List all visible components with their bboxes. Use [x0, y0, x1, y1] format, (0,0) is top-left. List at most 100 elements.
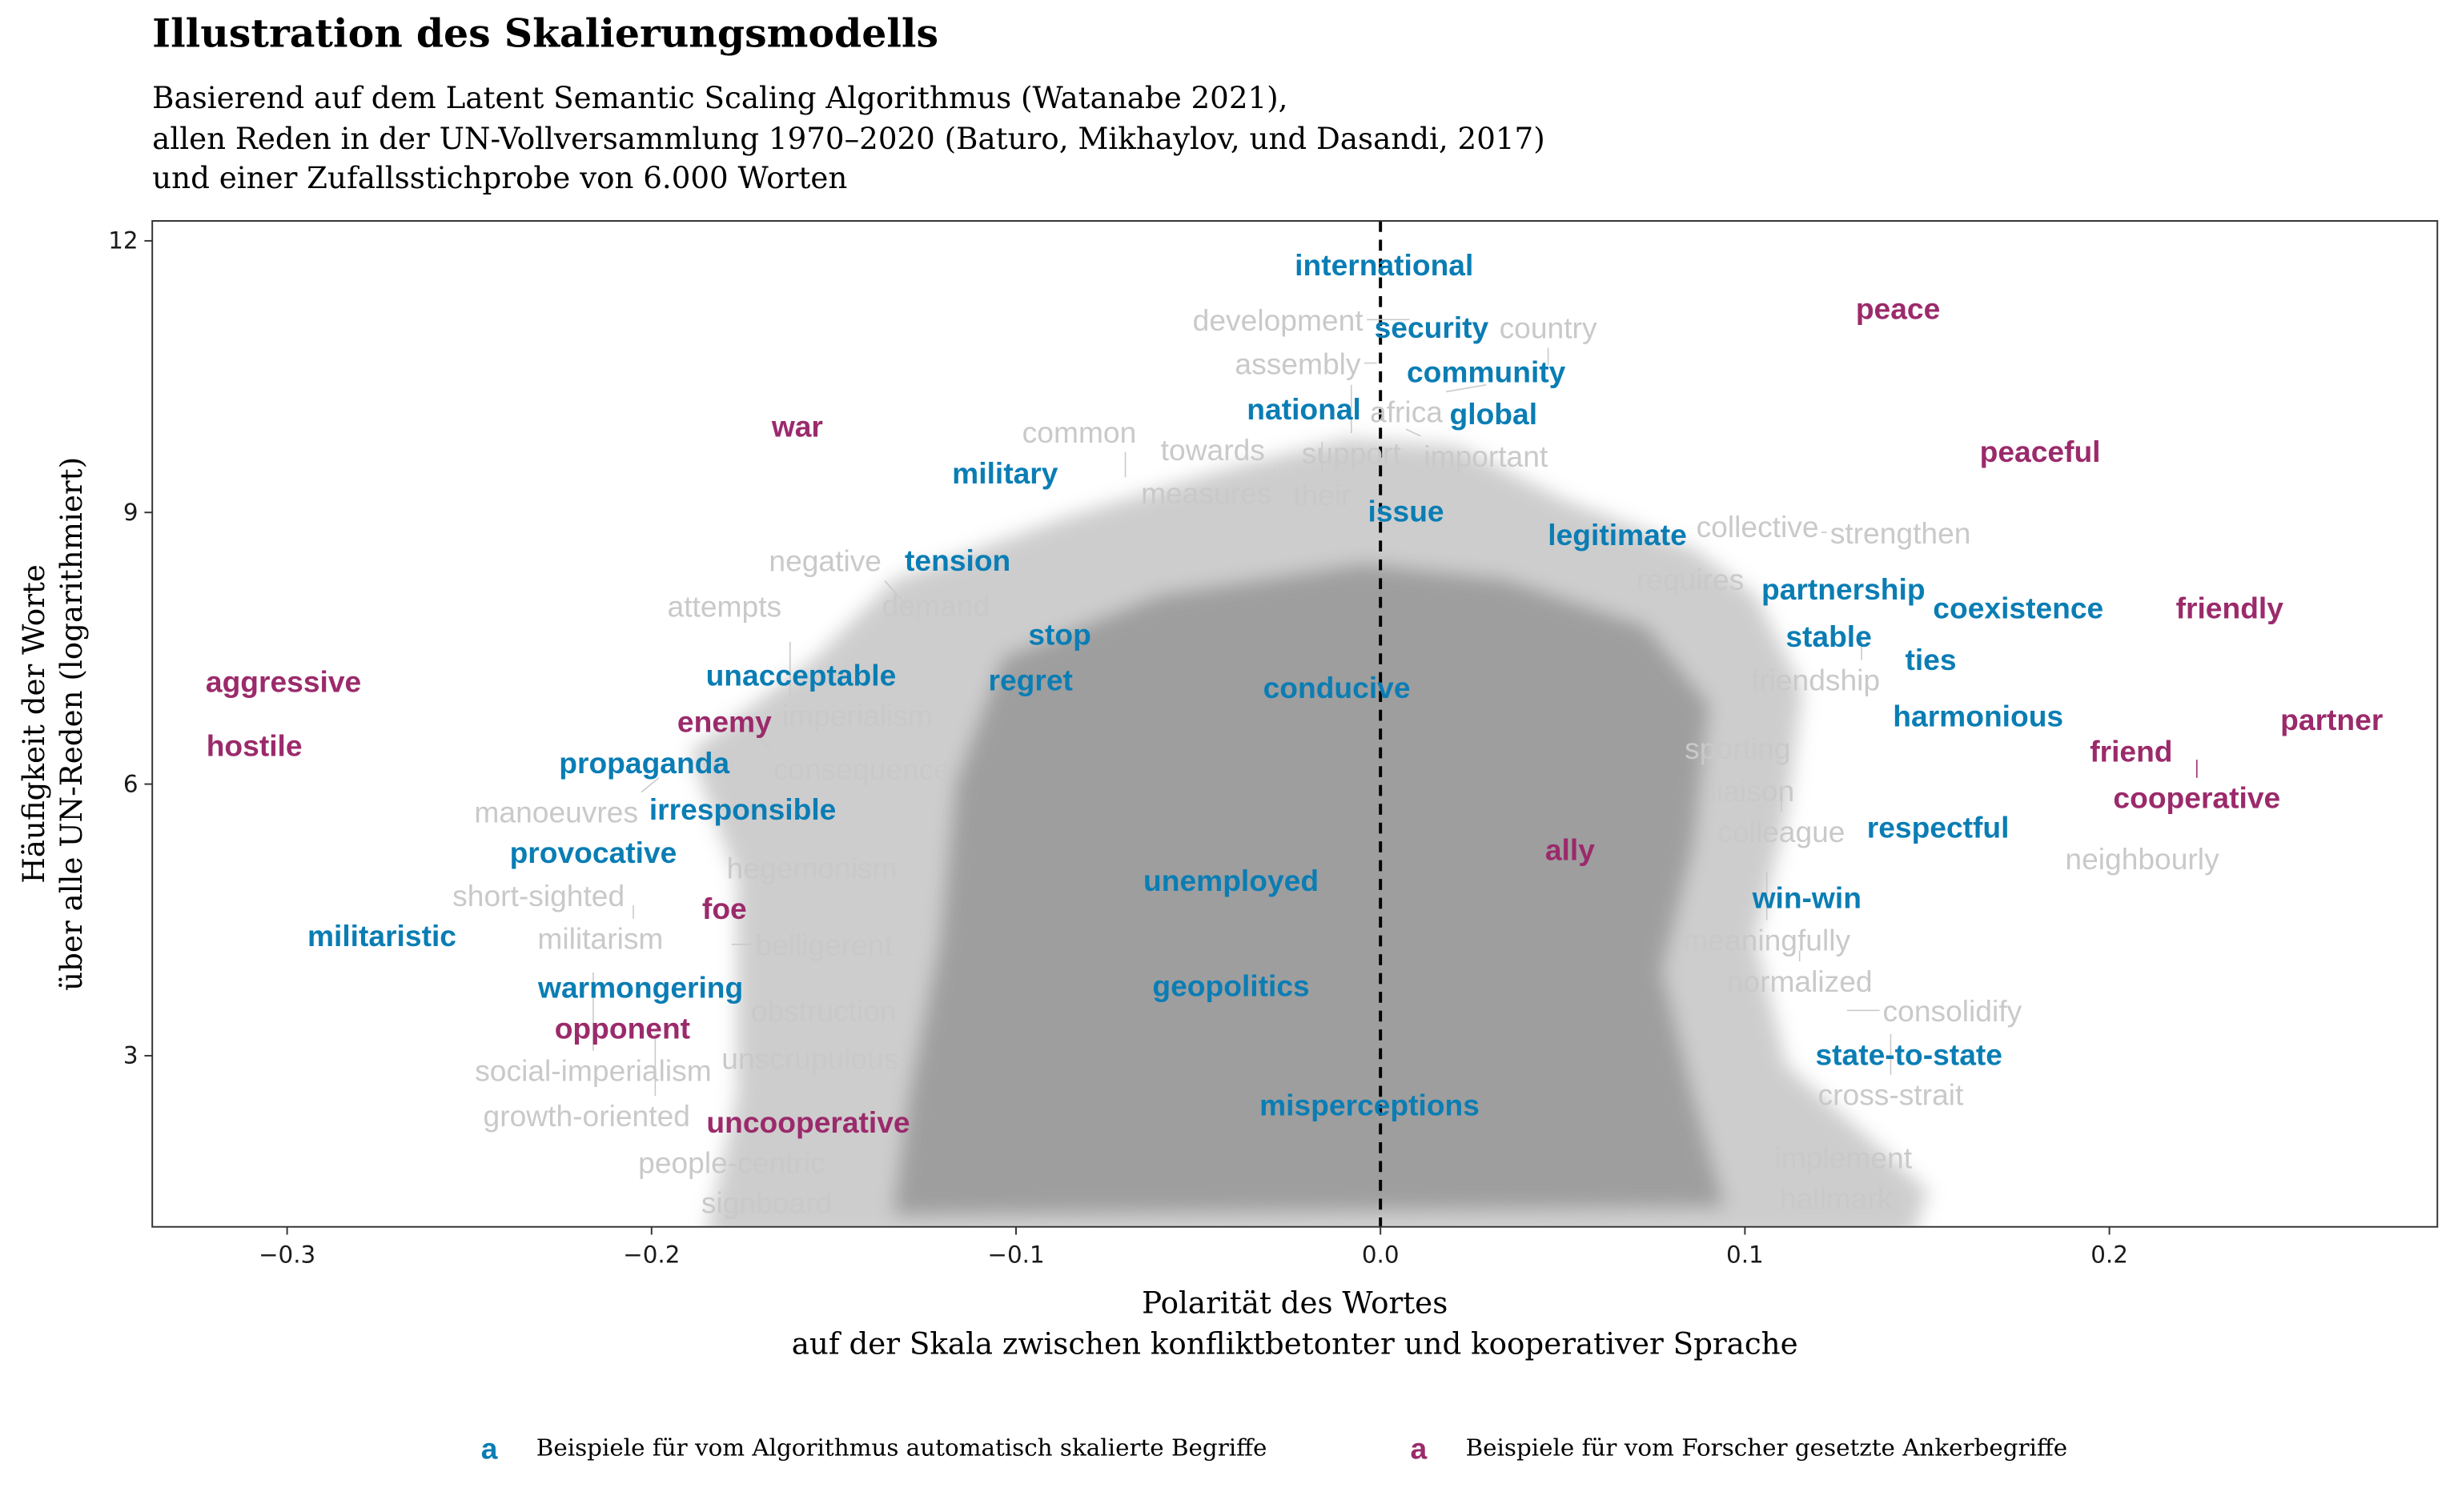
y-axis: 3 6 9 12: [108, 227, 153, 1069]
word-label-other: country: [1500, 311, 1597, 345]
word-label-other: short-sighted: [452, 879, 625, 912]
y-tick-label: 12: [108, 227, 138, 255]
word-label-other: assembly: [1235, 347, 1360, 380]
word-label-anchor: friend: [2090, 734, 2172, 768]
label-leader-line: [1405, 428, 1421, 437]
word-label-auto: coexistence: [1933, 592, 2103, 625]
anchor-words-layer: peace war peaceful friendly aggressive partne…: [206, 291, 2383, 1139]
word-label-auto: stable: [1785, 620, 1871, 653]
word-label-other: strengthen: [1830, 516, 1971, 550]
word-label-auto: geopolitics: [1152, 969, 1309, 1002]
word-label-auto: state-to-state: [1815, 1037, 2002, 1071]
plot-panel: developmentassemblycountrysupportafricai…: [206, 221, 2383, 1227]
chart-title: Illustration des Skalierungsmodells: [152, 10, 938, 57]
x-axis-label-line-1: Polarität des Wortes: [1142, 1285, 1448, 1320]
x-tick-label: −0.1: [987, 1241, 1044, 1269]
label-leader-line: [742, 720, 771, 750]
legend-label-anchor: Beispiele für vom Forscher gesetzte Anke…: [1466, 1434, 2068, 1462]
label-leader-line: [884, 580, 922, 623]
word-label-other: meaningfully: [1683, 924, 1850, 957]
word-label-auto: conducive: [1263, 671, 1411, 704]
other-words-layer: development assembly country support africa i…: [452, 303, 2219, 1219]
y-tick-label: 9: [123, 499, 139, 526]
word-label-auto: misperceptions: [1259, 1089, 1480, 1122]
word-label-auto: regret: [988, 663, 1072, 696]
word-label-other: measures: [1141, 476, 1271, 510]
word-label-other: consolidify: [1883, 994, 2022, 1028]
x-axis: −0.3 −0.2 −0.1 0.0 0.1 0.2: [259, 1226, 2128, 1269]
word-label-other: signboard: [701, 1185, 832, 1219]
word-label-auto: harmonious: [1893, 699, 2063, 732]
word-label-auto: military: [952, 456, 1058, 490]
subtitle-line-3: und einer Zufallsstichprobe von 6.000 Wo…: [152, 160, 847, 195]
word-label-anchor: enemy: [677, 705, 772, 739]
word-label-other: support: [1302, 436, 1402, 470]
panel-border: [151, 220, 2439, 1228]
x-tick-label: 0.2: [2091, 1241, 2128, 1269]
word-label-other: hegemonism: [727, 851, 898, 884]
word-label-auto: propaganda: [559, 746, 729, 780]
word-label-auto: security: [1375, 311, 1489, 344]
y-tick-label: 3: [123, 1042, 139, 1069]
word-label-other: cross-strait: [1818, 1078, 1964, 1112]
word-label-anchor: peaceful: [1980, 435, 2101, 468]
word-cloud-mass-core: [894, 563, 1725, 1215]
word-label-auto: militaristic: [307, 919, 456, 953]
word-label-anchor: ally: [1545, 833, 1595, 867]
y-axis-label-line-2: über alle UN-Reden (logarithmiert): [54, 457, 89, 991]
label-leader-line: [1446, 383, 1487, 393]
legend: a Beispiele für vom Algorithmus automati…: [481, 1431, 2067, 1465]
word-label-other: requires: [1637, 563, 1744, 596]
word-label-other: belligerent: [755, 928, 893, 962]
word-label-auto: ties: [1905, 643, 1956, 676]
word-label-other: negative: [769, 543, 882, 577]
x-tick-label: 0.1: [1726, 1241, 1764, 1269]
word-label-other: collective: [1697, 510, 1819, 543]
word-label-other: sporting: [1685, 732, 1790, 765]
subtitle-line-1: Basierend auf dem Latent Semantic Scalin…: [152, 80, 1287, 115]
word-label-anchor: aggressive: [206, 664, 361, 698]
word-label-other: social-imperialism: [475, 1054, 712, 1088]
word-label-anchor: cooperative: [2113, 781, 2280, 815]
word-label-auto: partnership: [1761, 572, 1926, 606]
word-label-auto: tension: [905, 543, 1010, 577]
word-label-auto: international: [1295, 248, 1473, 282]
word-label-auto: unacceptable: [706, 658, 897, 692]
auto-words-layer: international security community global nati…: [307, 248, 2103, 1122]
word-label-anchor: opponent: [555, 1012, 690, 1045]
y-axis-label-line-1: Häufigkeit der Worte: [16, 564, 51, 884]
word-label-other: liaison: [1710, 774, 1794, 808]
word-label-other: colleague: [1717, 815, 1845, 848]
word-label-other: their: [1293, 478, 1351, 511]
word-label-auto: irresponsible: [649, 792, 837, 826]
word-label-other: normalized: [1727, 965, 1873, 998]
word-label-other: important: [1424, 439, 1548, 473]
word-label-other: hallmark: [1780, 1181, 1893, 1215]
word-label-other: imperialism: [782, 699, 933, 732]
word-label-other: friendship: [1751, 663, 1880, 696]
x-tick-label: 0.0: [1362, 1241, 1400, 1269]
word-label-auto: community: [1407, 355, 1566, 388]
word-label-anchor: friendly: [2176, 592, 2284, 625]
y-tick-label: 6: [123, 770, 139, 797]
word-label-anchor: war: [771, 409, 823, 443]
word-label-anchor: uncooperative: [706, 1105, 910, 1139]
word-label-other: obstruction: [751, 994, 897, 1028]
subtitle-line-2: allen Reden in der UN-Vollversammlung 19…: [152, 121, 1545, 156]
word-label-anchor: foe: [702, 892, 747, 925]
word-label-auto: legitimate: [1548, 518, 1687, 551]
word-label-other: attempts: [668, 589, 782, 623]
label-leader-lines: [592, 319, 2198, 1183]
word-label-other: manoeuvres: [474, 796, 638, 829]
word-label-other: africa: [1370, 395, 1443, 428]
x-axis-label-line-2: auf der Skala zwischen konfliktbetonter …: [792, 1326, 1798, 1361]
word-label-auto: global: [1450, 397, 1537, 431]
word-label-other: implement: [1775, 1141, 1913, 1174]
word-label-other: militarism: [537, 922, 663, 956]
legend-key-auto: a: [481, 1431, 498, 1465]
word-label-auto: issue: [1368, 495, 1444, 528]
word-label-other: consequence: [773, 752, 950, 786]
word-label-auto: warmongering: [537, 971, 743, 1005]
